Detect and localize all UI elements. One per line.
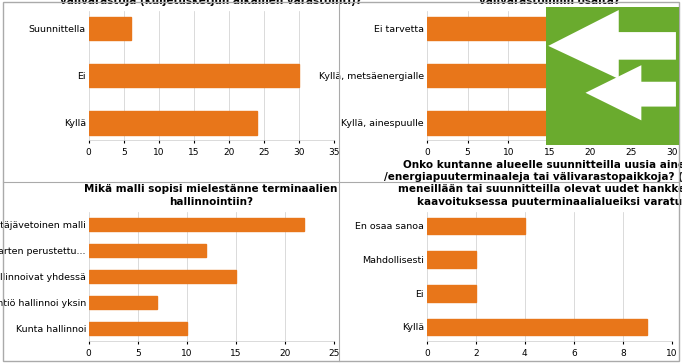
Bar <box>427 111 639 135</box>
Title: Käytättekö tällä hetkellä puuterminaaleja ja/tai puun
välivarastoja (kuljetusket: Käytättekö tällä hetkellä puuterminaalej… <box>54 0 368 6</box>
Bar <box>427 251 476 268</box>
Bar <box>89 296 158 309</box>
Title: Mikä malli sopisi mielestänne terminaalien
hallinnointiin?: Mikä malli sopisi mielestänne terminaali… <box>85 184 338 207</box>
Polygon shape <box>548 10 676 79</box>
Bar <box>89 111 256 135</box>
Bar <box>427 318 647 335</box>
Bar <box>89 217 304 231</box>
FancyBboxPatch shape <box>546 7 679 145</box>
Title: Onko kuntanne alueelle suunnitteilla uusia aines-
/energiapuuterminaaleja tai vä: Onko kuntanne alueelle suunnitteilla uus… <box>384 159 682 207</box>
Bar <box>89 64 299 87</box>
Bar <box>89 244 206 257</box>
Polygon shape <box>586 65 676 121</box>
Bar <box>89 270 236 283</box>
Bar <box>427 217 524 234</box>
Title: Näettekö lisätarvetta puuterminaaleille tai puun
välivarastoinnin osalta?: Näettekö lisätarvetta puuterminaaleille … <box>406 0 682 6</box>
Bar <box>427 17 565 40</box>
Bar <box>89 322 187 335</box>
Bar <box>427 285 476 302</box>
Bar <box>427 64 639 87</box>
Bar <box>89 17 131 40</box>
